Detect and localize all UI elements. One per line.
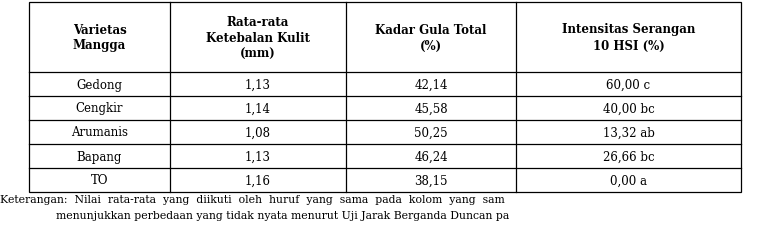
Text: Arumanis: Arumanis xyxy=(71,126,128,139)
Text: 42,14: 42,14 xyxy=(414,78,448,91)
Text: Rata-rata
Ketebalan Kulit
(mm): Rata-rata Ketebalan Kulit (mm) xyxy=(206,15,310,60)
Text: 1,13: 1,13 xyxy=(245,150,271,163)
Text: 40,00 bc: 40,00 bc xyxy=(603,102,654,115)
Text: 0,00 a: 0,00 a xyxy=(610,174,647,187)
Bar xyxy=(29,3,741,192)
Text: menunjukkan perbedaan yang tidak nyata menurut Uji Jarak Berganda Duncan pa: menunjukkan perbedaan yang tidak nyata m… xyxy=(0,210,509,220)
Text: 50,25: 50,25 xyxy=(414,126,448,139)
Text: 26,66 bc: 26,66 bc xyxy=(603,150,654,163)
Text: 60,00 c: 60,00 c xyxy=(607,78,650,91)
Text: Intensitas Serangan
10 HSI (%): Intensitas Serangan 10 HSI (%) xyxy=(562,23,695,52)
Text: Keterangan:  Nilai  rata-rata  yang  diikuti  oleh  huruf  yang  sama  pada  kol: Keterangan: Nilai rata-rata yang diikuti… xyxy=(0,194,505,204)
Text: 13,32 ab: 13,32 ab xyxy=(603,126,654,139)
Text: TO: TO xyxy=(91,174,108,187)
Text: 46,24: 46,24 xyxy=(414,150,448,163)
Text: 1,13: 1,13 xyxy=(245,78,271,91)
Text: Kadar Gula Total
(%): Kadar Gula Total (%) xyxy=(376,23,487,52)
Text: 1,16: 1,16 xyxy=(245,174,271,187)
Text: 45,58: 45,58 xyxy=(414,102,448,115)
Text: 1,14: 1,14 xyxy=(245,102,271,115)
Text: Varietas
Mangga: Varietas Mangga xyxy=(73,23,127,52)
Text: 1,08: 1,08 xyxy=(245,126,271,139)
Text: 38,15: 38,15 xyxy=(414,174,448,187)
Text: Cengkir: Cengkir xyxy=(76,102,123,115)
Text: Gedong: Gedong xyxy=(77,78,123,91)
Text: Bapang: Bapang xyxy=(77,150,122,163)
